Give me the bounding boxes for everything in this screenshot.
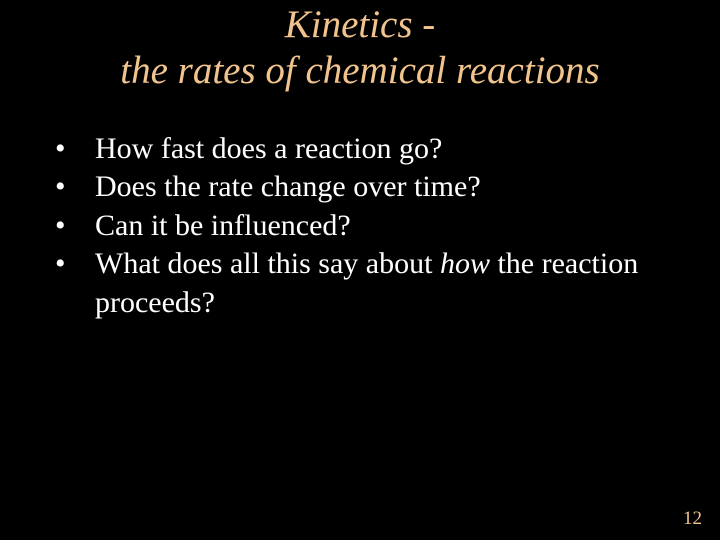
bullet-icon: •: [55, 245, 95, 283]
bullet-text: Can it be influenced?: [95, 207, 680, 245]
page-number: 12: [683, 508, 702, 530]
bullet-icon: •: [55, 168, 95, 206]
bullet-text: How fast does a reaction go?: [95, 130, 680, 168]
list-item: • Can it be influenced?: [55, 207, 680, 245]
title-line-2: the rates of chemical reactions: [0, 48, 720, 94]
slide: Kinetics - the rates of chemical reactio…: [0, 0, 720, 540]
bullet-text-italic: how: [440, 247, 490, 280]
list-item: • Does the rate change over time?: [55, 168, 680, 206]
bullet-text: What does all this say about how the rea…: [95, 245, 680, 322]
slide-title: Kinetics - the rates of chemical reactio…: [0, 0, 720, 94]
slide-body: • How fast does a reaction go? • Does th…: [0, 130, 720, 322]
bullet-text: Does the rate change over time?: [95, 168, 680, 206]
title-line-1: Kinetics -: [0, 2, 720, 48]
bullet-icon: •: [55, 207, 95, 245]
bullet-text-pre: What does all this say about: [95, 247, 440, 280]
list-item: • What does all this say about how the r…: [55, 245, 680, 322]
list-item: • How fast does a reaction go?: [55, 130, 680, 168]
bullet-icon: •: [55, 130, 95, 168]
